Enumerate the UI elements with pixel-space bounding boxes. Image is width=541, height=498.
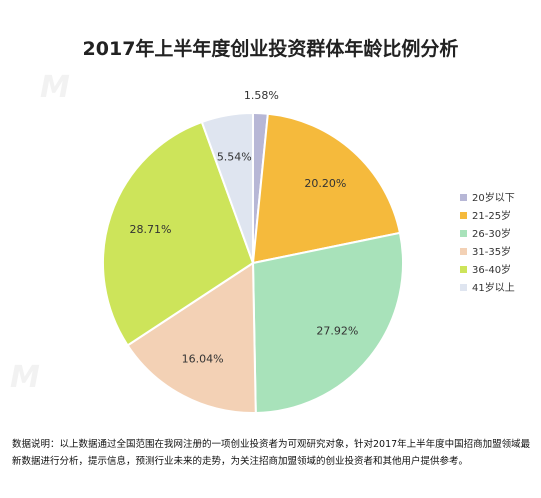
legend-swatch: [460, 230, 467, 237]
legend-swatch: [460, 194, 467, 201]
legend-label: 31-35岁: [472, 245, 511, 258]
slice-label: 27.92%: [316, 324, 358, 337]
legend-swatch: [460, 248, 467, 255]
legend-swatch: [460, 284, 467, 291]
pie-slice: [126, 261, 257, 414]
pie-slice: [102, 120, 255, 347]
pie-slice: [251, 231, 404, 414]
chart-title: 2017年上半年度创业投资群体年龄比例分析: [82, 38, 459, 60]
slice-label: 5.54%: [217, 151, 252, 164]
legend-label: 20岁以下: [472, 191, 515, 204]
slice-label: 16.04%: [182, 353, 224, 366]
watermark: M: [10, 360, 40, 395]
pie-slice: [251, 112, 402, 265]
legend-label: 26-30岁: [472, 227, 511, 240]
legend-swatch: [460, 266, 467, 273]
slice-label: 28.71%: [130, 223, 172, 236]
footnote: 数据说明：以上数据通过全国范围在我网注册的一项创业投资者为可观研究对象，针对20…: [12, 439, 531, 467]
slice-label: 20.20%: [304, 177, 346, 190]
slice-label: 1.58%: [244, 89, 279, 102]
watermark: M: [40, 70, 70, 105]
legend-swatch: [460, 212, 467, 219]
legend-label: 41岁以上: [472, 281, 515, 294]
legend-label: 36-40岁: [472, 263, 511, 276]
pie-slice: [200, 111, 254, 264]
legend-label: 21-25岁: [472, 209, 511, 222]
